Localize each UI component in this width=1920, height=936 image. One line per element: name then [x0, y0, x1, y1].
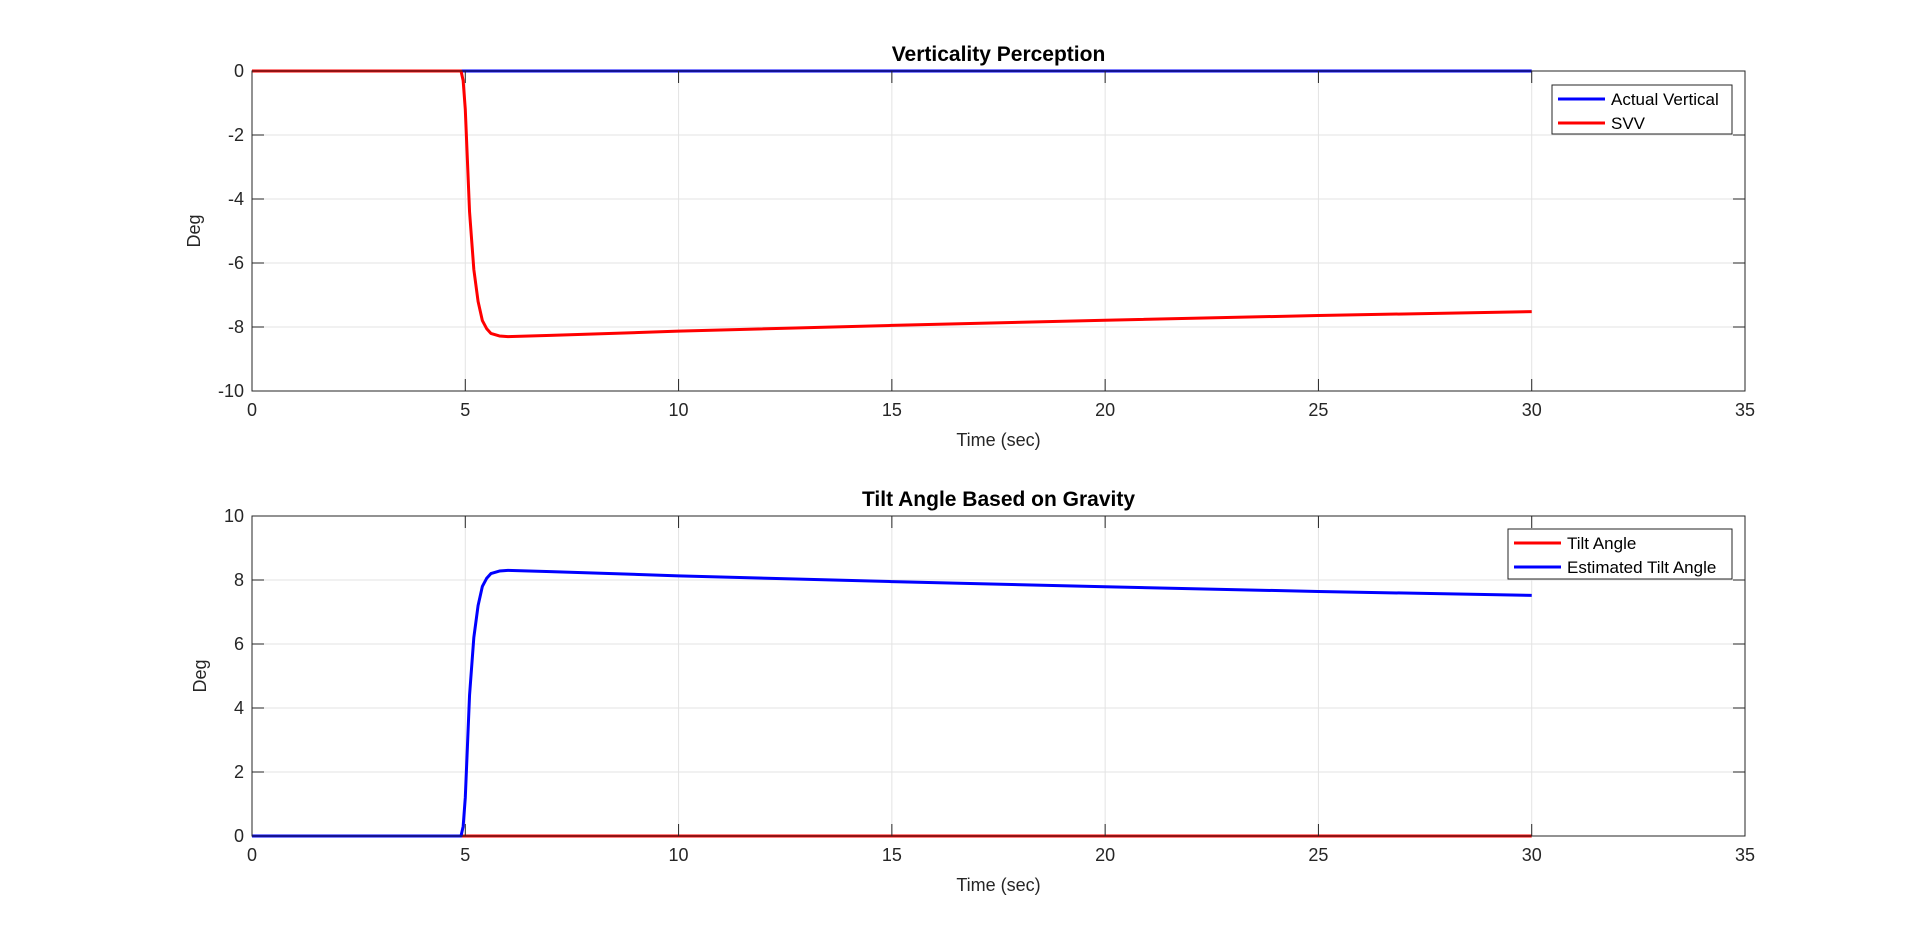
x-tick-label: 5 [460, 400, 470, 420]
legend-entry-2: SVV [1611, 114, 1646, 133]
y-tick-label: 8 [234, 570, 244, 590]
x-tick-label: 20 [1095, 400, 1115, 420]
y-axis-label: Deg [184, 214, 204, 247]
x-tick-label: 25 [1308, 400, 1328, 420]
legend-entry-1: Actual Vertical [1611, 90, 1719, 109]
x-tick-label: 25 [1308, 845, 1328, 865]
x-tick-label: 35 [1735, 400, 1755, 420]
x-tick-label: 30 [1522, 400, 1542, 420]
y-tick-label: 10 [224, 506, 244, 526]
x-tick-label: 20 [1095, 845, 1115, 865]
chart-title: Verticality Perception [892, 43, 1106, 66]
legend: Actual Vertical SVV [1551, 84, 1733, 135]
x-axis-label: Time (sec) [956, 875, 1040, 895]
legend-box [1507, 528, 1733, 580]
y-tick-label: 2 [234, 762, 244, 782]
axes-frame [251, 515, 1746, 837]
series-line-2 [252, 568, 1532, 838]
x-tick-label: 0 [247, 845, 257, 865]
y-tick-label: -10 [218, 381, 244, 401]
axes-frame [251, 70, 1746, 392]
legend-box [1551, 84, 1733, 135]
y-tick-label: 0 [234, 61, 244, 81]
legend-entry-2: Estimated Tilt Angle [1567, 558, 1716, 577]
x-tick-label: 0 [247, 400, 257, 420]
chart-1: 0 5 10 15 20 25 30 35 -10 -8 -6 -4 -2 0 Verticality Pe… [184, 43, 1755, 450]
series-line-2 [252, 69, 1532, 339]
x-tick-label: 35 [1735, 845, 1755, 865]
x-axis-label: Time (sec) [956, 430, 1040, 450]
y-tick-label: -6 [228, 253, 244, 273]
x-tick-label: 10 [669, 845, 689, 865]
y-tick-label: 6 [234, 634, 244, 654]
x-tick-label: 30 [1522, 845, 1542, 865]
y-tick-label: -8 [228, 317, 244, 337]
y-tick-label: -4 [228, 189, 244, 209]
x-tick-label: 5 [460, 845, 470, 865]
x-tick-label: 10 [669, 400, 689, 420]
plot-area [252, 71, 1745, 391]
x-tick-label: 15 [882, 400, 902, 420]
y-tick-label: -2 [228, 125, 244, 145]
legend-entry-1: Tilt Angle [1567, 534, 1636, 553]
y-tick-label: 4 [234, 698, 244, 718]
y-tick-label: 0 [234, 826, 244, 846]
legend: Tilt Angle Estimated Tilt Angle [1507, 528, 1733, 580]
plot-area [252, 516, 1745, 836]
x-tick-label: 15 [882, 845, 902, 865]
chart-2: 0 5 10 15 20 25 30 35 0 2 4 6 8 10 Tilt Angle Based on… [190, 488, 1755, 895]
y-axis-label: Deg [190, 659, 210, 692]
chart-title: Tilt Angle Based on Gravity [862, 488, 1135, 511]
